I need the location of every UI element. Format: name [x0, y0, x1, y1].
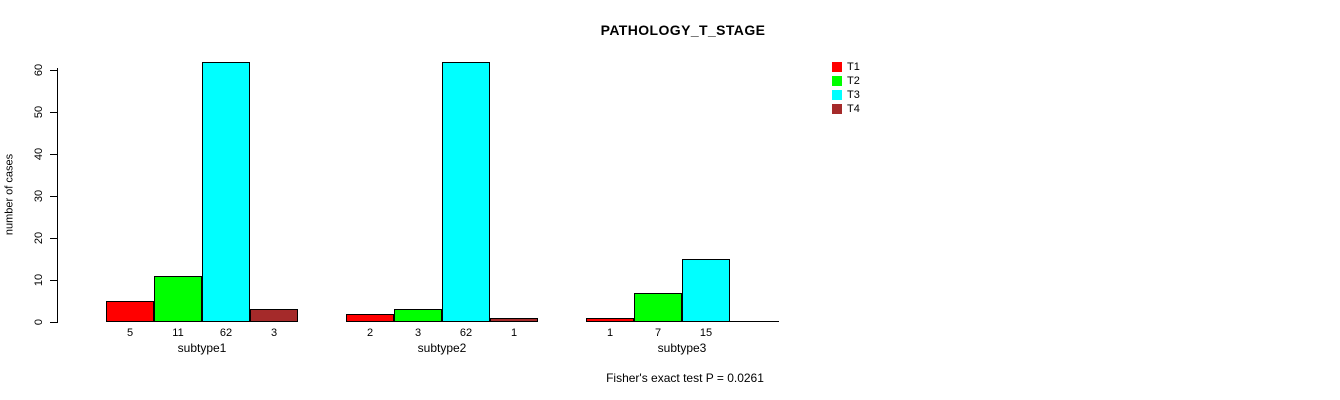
y-tick-label: 10 — [33, 273, 45, 287]
legend-item-t3: T3 — [832, 88, 860, 102]
bar-count-label: 3 — [270, 327, 278, 339]
x-category-label: subtype3 — [657, 341, 707, 355]
bar-t2-subtype2 — [394, 309, 442, 322]
y-tick-mark — [50, 196, 58, 197]
legend-item-t1: T1 — [832, 60, 860, 74]
y-tick-label: 0 — [33, 318, 45, 326]
legend-label: T2 — [847, 75, 860, 87]
bar-t4-subtype2 — [490, 318, 538, 322]
annotation-text: Fisher's exact test P = 0.0261 — [606, 371, 764, 385]
y-tick-mark — [50, 112, 58, 113]
y-tick-mark — [50, 322, 58, 323]
bar-t3-subtype2 — [442, 62, 490, 322]
legend-swatch-t2 — [832, 76, 842, 86]
bar-count-label: 2 — [366, 327, 374, 339]
y-tick-label: 30 — [33, 189, 45, 203]
legend-label: T1 — [847, 61, 860, 73]
x-category-label: subtype2 — [417, 341, 467, 355]
y-tick-label: 50 — [33, 105, 45, 119]
bar-count-label: 15 — [699, 327, 713, 339]
legend-item-t4: T4 — [832, 102, 860, 116]
bar-t3-subtype1 — [202, 62, 250, 322]
bar-count-label: 1 — [510, 327, 518, 339]
legend-label: T4 — [847, 103, 860, 115]
bar-count-label: 7 — [654, 327, 662, 339]
y-tick-mark — [50, 70, 58, 71]
legend-swatch-t1 — [832, 62, 842, 72]
bar-count-label: 11 — [172, 327, 184, 339]
bar-t1-subtype1 — [106, 301, 154, 322]
bar-t4-subtype1 — [250, 309, 298, 322]
bar-count-label: 3 — [414, 327, 422, 339]
legend-swatch-t4 — [832, 104, 842, 114]
y-tick-label: 20 — [33, 231, 45, 245]
x-category-label: subtype1 — [177, 341, 227, 355]
legend: T1 T2 T3 T4 — [832, 60, 860, 116]
y-axis — [57, 68, 58, 322]
bar-count-label: 5 — [126, 327, 134, 339]
bar-t3-subtype3 — [682, 259, 730, 322]
y-tick-label: 40 — [33, 147, 45, 161]
legend-label: T3 — [847, 89, 860, 101]
y-axis-label: number of cases — [3, 153, 15, 236]
bar-t1-subtype3 — [586, 318, 634, 322]
bar-count-label: 62 — [219, 327, 233, 339]
y-tick-label: 60 — [33, 63, 45, 77]
zero-bar-t4-subtype3 — [730, 321, 779, 322]
y-tick-mark — [50, 154, 58, 155]
y-tick-mark — [50, 238, 58, 239]
y-tick-mark — [50, 280, 58, 281]
chart-title: PATHOLOGY_T_STAGE — [600, 22, 766, 38]
bar-t2-subtype1 — [154, 276, 202, 322]
bar-count-label: 62 — [459, 327, 473, 339]
bar-count-label: 1 — [606, 327, 614, 339]
legend-swatch-t3 — [832, 90, 842, 100]
bar-t2-subtype3 — [634, 293, 682, 322]
bar-t1-subtype2 — [346, 314, 394, 322]
legend-item-t2: T2 — [832, 74, 860, 88]
